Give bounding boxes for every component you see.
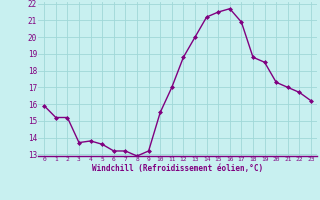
- X-axis label: Windchill (Refroidissement éolien,°C): Windchill (Refroidissement éolien,°C): [92, 164, 263, 173]
